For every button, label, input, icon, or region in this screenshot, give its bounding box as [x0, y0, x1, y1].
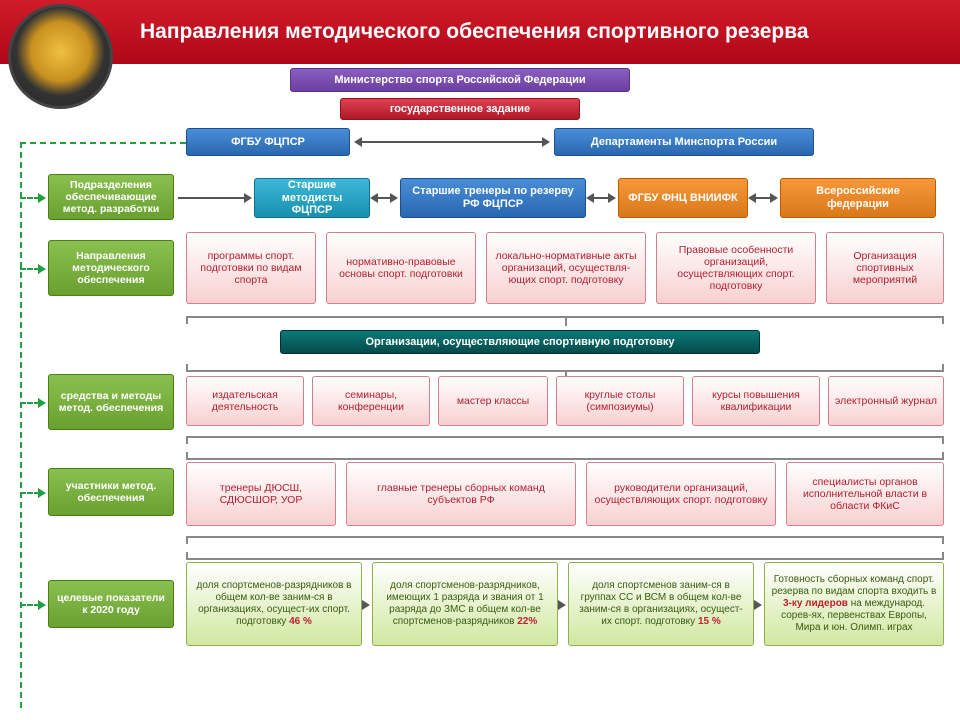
box-organizations: Организации, осуществляющие спортивную п…	[280, 330, 760, 354]
arrow-h1	[362, 141, 542, 143]
row2-legal: Правовые особенности организаций, осущес…	[656, 232, 816, 304]
r5a3	[754, 600, 762, 610]
r1a2r	[608, 193, 616, 203]
r5a1	[362, 600, 370, 610]
row2-events: Организация спортивных мероприятий	[826, 232, 944, 304]
dash-r3-a	[38, 398, 46, 408]
row4-head-trainers: главные тренеры сборных команд субъектов…	[346, 462, 576, 526]
brace-row3	[186, 364, 944, 372]
dash-r4-a	[38, 488, 46, 498]
side-participants: участники метод. обеспечения	[48, 468, 174, 516]
row1-methodists: Старшие методисты ФЦПСР	[254, 178, 370, 218]
row5-b4-hl: 3-ку лидеров	[783, 598, 848, 609]
box-task: государственное задание	[340, 98, 580, 120]
dash-r2	[20, 268, 40, 270]
brace-row3b	[186, 436, 944, 444]
box-departments: Департаменты Минспорта России	[554, 128, 814, 156]
row5-b1: доля спортсменов-разрядников в общем кол…	[186, 562, 362, 646]
side-directions: Направления методического обеспечения	[48, 240, 174, 296]
dash-r5-a	[38, 600, 46, 610]
row5-b2: доля спортсменов-разрядников, имеющих 1 …	[372, 562, 558, 646]
brace-row4b	[186, 536, 944, 544]
brace-row4t	[186, 452, 944, 460]
emblem-icon	[8, 4, 113, 109]
diagram-canvas: Министерство спорта Российской Федерации…	[0, 64, 960, 720]
row3-journal: электронный журнал	[828, 376, 944, 426]
r1a0r	[244, 193, 252, 203]
box-ministry: Министерство спорта Российской Федерации	[290, 68, 630, 92]
row3-seminars: семинары, конференции	[312, 376, 430, 426]
row1-trainers: Старшие тренеры по резерву РФ ФЦПСР	[400, 178, 586, 218]
dash-r1-a	[38, 193, 46, 203]
box-fcpsr: ФГБУ ФЦПСР	[186, 128, 350, 156]
guide-vertical	[20, 142, 22, 708]
arrow-h1-l	[354, 137, 362, 147]
r1a1l	[370, 193, 378, 203]
side-means: средства и методы метод. обеспечения	[48, 374, 174, 430]
r1a3l	[748, 193, 756, 203]
row5-b2-hl: 22%	[517, 616, 537, 627]
r1a3r	[770, 193, 778, 203]
side-targets: целевые показатели к 2020 году	[48, 580, 174, 628]
brace-row5t	[186, 552, 944, 560]
dash-r2-a	[38, 264, 46, 274]
row3-publishing: издательская деятельность	[186, 376, 304, 426]
guide-horz-top	[20, 142, 186, 144]
header-bar: Направления методического обеспечения сп…	[0, 0, 960, 64]
row1-vniifk: ФГБУ ФНЦ ВНИИФК	[618, 178, 748, 218]
arrow-h1-r	[542, 137, 550, 147]
brace-row2	[186, 316, 944, 324]
row5-b4: Готовность сборных команд спорт. резерва…	[764, 562, 944, 646]
row5-b3: доля спортсменов заним-ся в группах СС и…	[568, 562, 754, 646]
row4-managers: руководители организаций, осуществля­ющи…	[586, 462, 776, 526]
r5a2	[558, 600, 566, 610]
row5-b4-a: Готовность сборных команд спорт. резерва…	[772, 574, 937, 597]
row3-roundtables: круглые столы (симпозиумы)	[556, 376, 684, 426]
row3-masterclass: мастер классы	[438, 376, 548, 426]
r1a2l	[586, 193, 594, 203]
dash-r5	[20, 604, 40, 606]
row3-courses: курсы повышения квалификации	[692, 376, 820, 426]
side-subdivisions: Подразделения обеспечивающие метод. разр…	[48, 174, 174, 220]
row5-b1-text: доля спортсменов-разрядников в общем кол…	[196, 580, 351, 627]
row4-specialists: специалисты органов исполнительной власт…	[786, 462, 944, 526]
row2-local: локально-нормативные акты организаций, о…	[486, 232, 646, 304]
r1a0	[178, 197, 244, 199]
row1-federations: Всероссийские федерации	[780, 178, 936, 218]
r1a1r	[390, 193, 398, 203]
dash-r3	[20, 402, 40, 404]
row2-normative: нормативно-правовые основы спорт. подгот…	[326, 232, 476, 304]
page-title: Направления методического обеспечения сп…	[140, 20, 809, 44]
dash-r4	[20, 492, 40, 494]
row5-b1-hl: 46 %	[289, 616, 312, 627]
dash-r1	[20, 197, 40, 199]
row2-programs: программы спорт. подготовки по видам спо…	[186, 232, 316, 304]
row5-b3-hl: 15 %	[698, 616, 721, 627]
row4-trainers: тренеры ДЮСШ, СДЮСШОР, УОР	[186, 462, 336, 526]
